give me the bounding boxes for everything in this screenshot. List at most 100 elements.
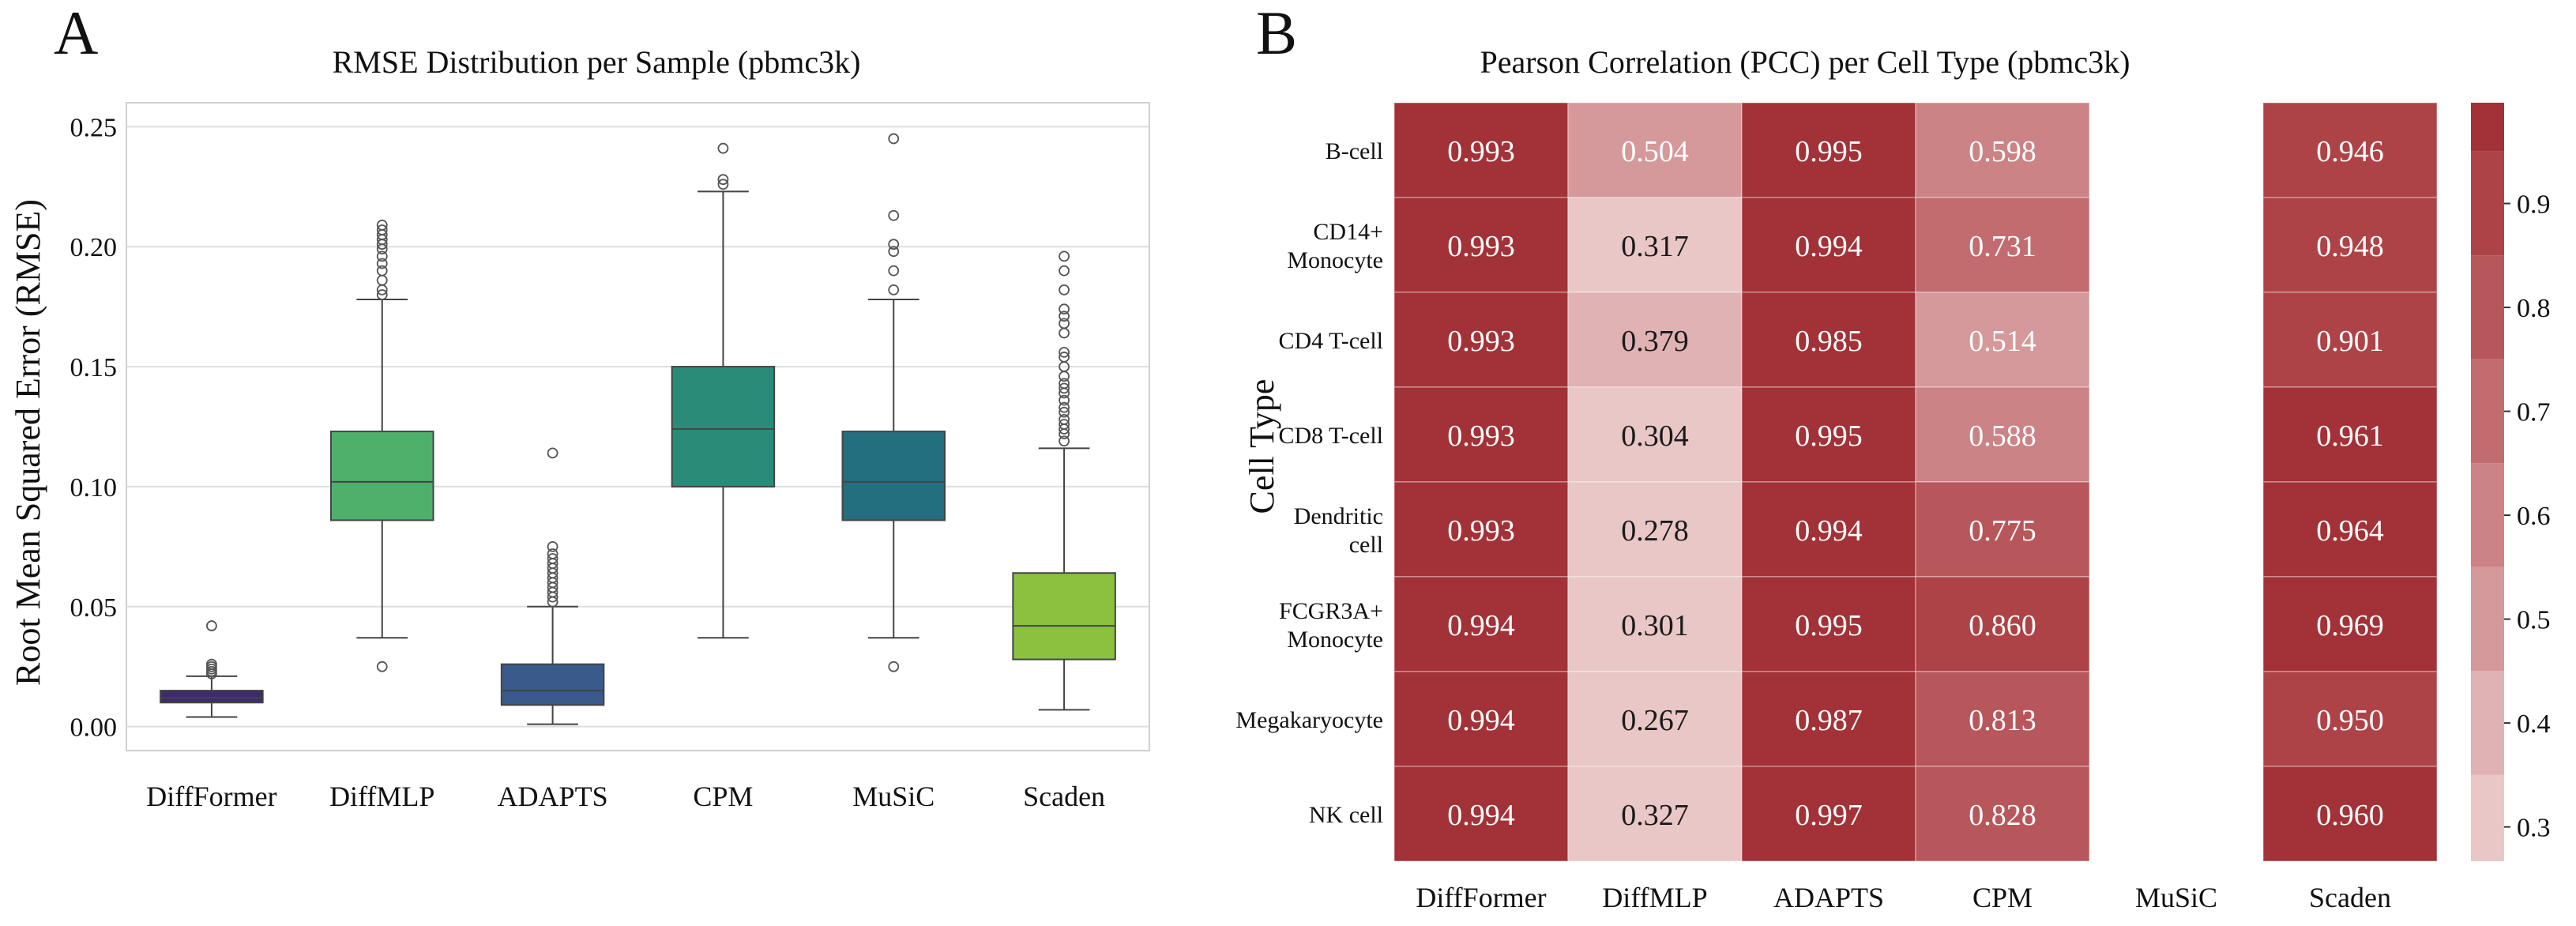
heatmap-cell-label: 0.813 [1969,704,2036,737]
panel-a-plot: 0.00 0.05 0.10 0.15 0.20 0.25 DiffFormer DiffML… [70,102,1150,812]
outlier-point [717,174,729,186]
outlier-point [1059,382,1070,394]
outlier-point [1059,352,1070,363]
outlier-point [206,658,217,670]
heatmap-cell-label: 0.731 [1969,230,2036,263]
panel-b-label: B [1256,0,1297,67]
x-tick-label: DiffFormer [146,781,276,812]
box-cpm [671,142,776,639]
row-label: CD4 T-cell [1279,328,1384,354]
heatmap-cell [1567,671,1743,767]
box-iqr [160,690,264,704]
heatmap-cell-label: 0.304 [1621,420,1689,453]
heatmap-cell [1567,292,1743,388]
x-tick-label: MuSiC [852,781,935,812]
outlier-point [1059,250,1070,262]
heatmap-cell [1567,481,1743,578]
heatmap-cell-label: 0.964 [2316,514,2384,548]
heatmap-cell-label: 0.995 [1795,420,1863,453]
outlier-point [376,289,388,300]
heatmap-cell [1915,197,2090,293]
heatmap-cell [1915,386,2090,483]
y-tick-label: 0.10 [70,473,118,503]
heatmap-cell [1393,102,1569,198]
heatmap-cell-label: 0.278 [1621,514,1689,548]
y-tick-label: 0.00 [70,713,118,743]
column-label: MuSiC [2135,882,2217,913]
outlier-point [1059,394,1070,406]
heatmap-cell [1741,102,1916,198]
row-label: CD8 T-cell [1279,423,1384,449]
heatmap-cell [1915,576,2090,672]
box-iqr [330,431,434,521]
box-scaden [1012,250,1116,711]
box-diffformer [160,620,264,718]
row-label: cell [1349,532,1383,558]
outlier-point [376,219,388,231]
row-label: Megakaryocyte [1235,707,1383,733]
colorbar-segment [2471,103,2504,152]
heatmap-cell-label: 0.588 [1969,420,2036,453]
heatmap-cell [1741,386,1916,483]
column-label: DiffFormer [1416,882,1546,913]
colorbar-segment [2471,567,2504,672]
heatmap-cell [1567,386,1743,483]
box-iqr [841,431,946,521]
x-tick-label: DiffMLP [329,781,434,812]
outlier-point [717,179,729,190]
colorbar-tick-label: 0.3 [2517,814,2551,843]
heatmap-cell [1567,102,1743,198]
row-label: B-cell [1326,138,1383,164]
heatmap-cell-label: 0.995 [1795,135,1863,168]
colorbar-tick-label: 0.6 [2517,502,2551,531]
heatmap-cell-label: 0.514 [1969,325,2036,358]
outlier-point [1059,346,1070,358]
outlier-point [376,661,388,672]
heatmap-cell-label: 0.901 [2316,325,2384,358]
panel-a-title: RMSE Distribution per Sample (pbmc3k) [333,44,861,80]
heatmap-cell-label: 0.317 [1621,230,1689,263]
heatmap-cell-label: 0.994 [1447,799,1515,832]
x-tick-label: CPM [693,781,753,812]
outlier-point [547,540,558,552]
heatmap-cell [1393,292,1569,388]
outlier-point [1059,419,1070,430]
heatmap-cell [1567,576,1743,672]
outlier-point [1059,435,1070,447]
heatmap-cell-label: 0.993 [1447,514,1515,548]
heatmap-cell-label: 0.775 [1969,514,2036,548]
panel-b-plot: 0.993 0.504 0.995 0.598 0.946 0.993 0.317 0.994… [1235,102,2551,913]
colorbar-tick-label: 0.5 [2517,606,2551,635]
heatmap-cell-label: 0.379 [1621,325,1689,358]
heatmap-cell [2262,766,2438,862]
heatmap-cell-label: 0.993 [1447,135,1515,168]
outlier-point [1059,401,1070,413]
column-label: CPM [1972,882,2033,913]
outlier-point [1059,406,1070,418]
column-label: ADAPTS [1773,882,1884,913]
outlier-point [1059,378,1070,390]
heatmap-cell [1741,197,1916,293]
panel-b-ylabel: Cell Type [1243,379,1281,514]
colorbar-segment [2471,255,2504,359]
heatmap-cell-label: 0.993 [1447,325,1515,358]
outlier-point [888,209,900,221]
colorbar-segment [2471,151,2504,256]
box-diffmlp [330,219,434,672]
heatmap-cell [1915,292,2090,388]
outlier-point [376,258,388,269]
outlier-point [888,265,900,277]
box-music [841,133,946,672]
heatmap-cell [1393,481,1569,578]
heatmap-cell [1393,766,1569,862]
column-label: DiffMLP [1602,882,1707,913]
colorbar-tick-label: 0.9 [2517,190,2551,220]
panel-b-title: Pearson Correlation (PCC) per Cell Type … [1480,44,2130,80]
box-iqr [500,663,605,706]
heatmap-cell [1567,766,1743,862]
outlier-point [1059,413,1070,425]
outlier-point [206,620,217,631]
heatmap-cell [2262,197,2438,293]
colorbar-tick-label: 0.7 [2517,398,2551,427]
